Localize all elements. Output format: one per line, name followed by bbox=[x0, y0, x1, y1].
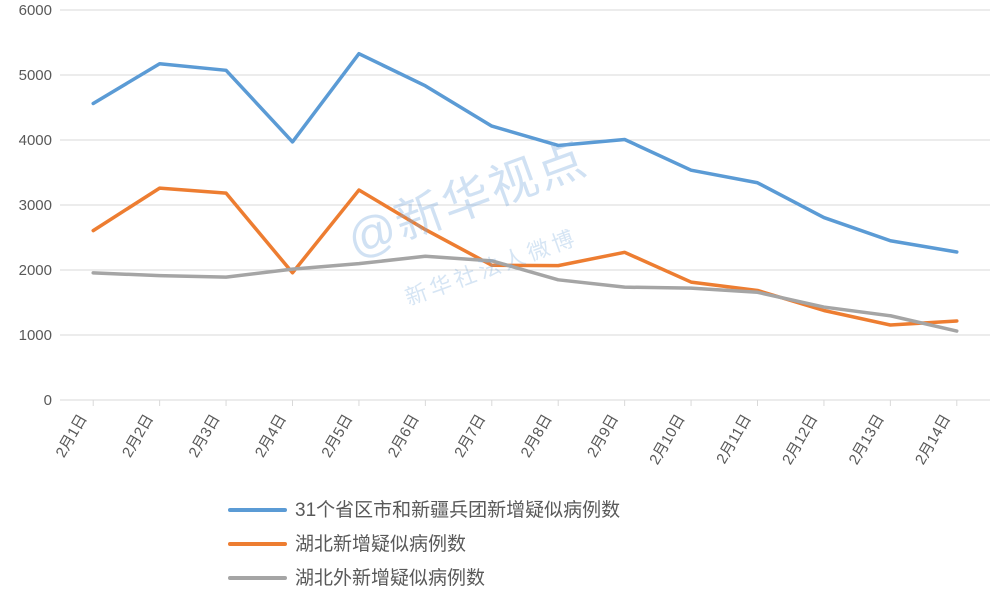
series-line-hubei bbox=[93, 188, 957, 325]
x-tick-label: 2月13日 bbox=[846, 412, 888, 468]
x-tick-label: 2月7日 bbox=[451, 412, 489, 461]
x-tick-label: 2月6日 bbox=[385, 412, 423, 461]
x-tick-label: 2月5日 bbox=[318, 412, 356, 461]
legend-label-hubei: 湖北新增疑似病例数 bbox=[295, 533, 466, 555]
x-tick-label: 2月9日 bbox=[584, 412, 622, 461]
legend-label-national: 31个省区市和新疆兵团新增疑似病例数 bbox=[295, 499, 620, 521]
x-tick-label: 2月8日 bbox=[518, 412, 556, 461]
x-tick-label: 2月12日 bbox=[779, 412, 821, 468]
legend-label-outside_hubei: 湖北外新增疑似病例数 bbox=[295, 567, 485, 589]
x-tick-label: 2月11日 bbox=[713, 412, 755, 467]
x-tick-label: 2月2日 bbox=[119, 412, 157, 461]
x-tick-label: 2月1日 bbox=[53, 412, 91, 461]
y-tick-label: 3000 bbox=[19, 197, 52, 214]
x-tick-label: 2月4日 bbox=[252, 412, 290, 461]
y-tick-label: 2000 bbox=[19, 262, 52, 279]
series-line-outside_hubei bbox=[93, 256, 957, 331]
x-tick-label: 2月3日 bbox=[185, 412, 223, 461]
y-tick-label: 1000 bbox=[19, 327, 52, 344]
series-line-national bbox=[93, 54, 957, 252]
y-tick-label: 0 bbox=[44, 392, 52, 409]
x-tick-label: 2月14日 bbox=[912, 412, 954, 468]
line-chart: 0 1000 2000 3000 4000 5000 6000 2月1日 2月2日 2月3日 2月4… bbox=[0, 0, 1000, 591]
y-tick-label: 6000 bbox=[19, 2, 52, 19]
y-tick-label: 4000 bbox=[19, 132, 52, 149]
y-tick-label: 5000 bbox=[19, 67, 52, 84]
x-tick-label: 2月10日 bbox=[646, 412, 688, 468]
chart-container: 0 1000 2000 3000 4000 5000 6000 2月1日 2月2日 2月3日 2月4… bbox=[0, 0, 1000, 591]
